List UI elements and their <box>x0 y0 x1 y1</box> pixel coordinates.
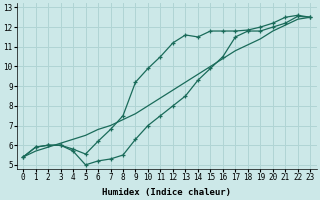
X-axis label: Humidex (Indice chaleur): Humidex (Indice chaleur) <box>102 188 231 197</box>
